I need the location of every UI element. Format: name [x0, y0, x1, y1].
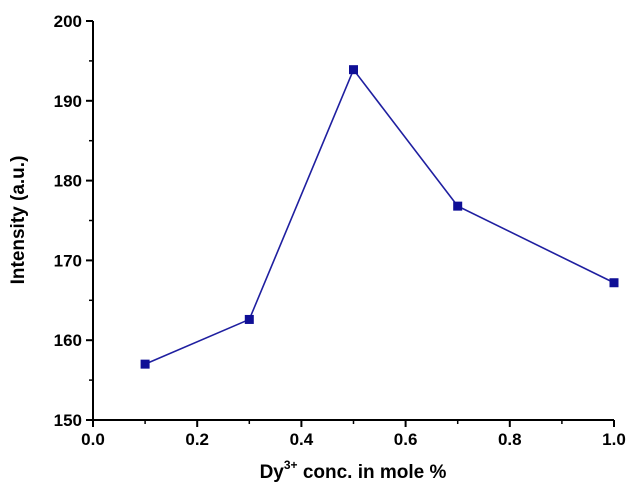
plot-area: 150 160 170 180 190 200 0.0 0.2 0.4 0.6 0.8 1.0	[54, 12, 626, 449]
data-point	[453, 201, 463, 211]
y-tick-label: 180	[54, 172, 82, 191]
data-point	[244, 314, 254, 324]
y-tick-label: 160	[54, 331, 82, 350]
data-point	[609, 278, 619, 288]
y-ticks: 150 160 170 180 190 200	[54, 12, 93, 430]
y-tick-label: 190	[54, 92, 82, 111]
x-tick-label: 0.8	[498, 430, 522, 449]
x-tick-label: 0.0	[81, 430, 105, 449]
x-ticks: 0.0 0.2 0.4 0.6 0.8 1.0	[81, 420, 626, 449]
x-tick-label: 0.6	[394, 430, 418, 449]
x-axis-title-base: Dy	[260, 462, 285, 483]
data-point	[140, 359, 150, 369]
x-axis-title-rest: conc. in mole %	[298, 462, 447, 483]
data-point	[349, 65, 358, 75]
series-line	[144, 68, 615, 365]
x-axis-title: Dy3+ conc. in mole %	[260, 458, 447, 483]
y-tick-label: 150	[54, 411, 82, 430]
x-tick-label: 1.0	[602, 430, 626, 449]
series-layer	[140, 65, 619, 369]
x-axis-title-superscript: 3+	[284, 458, 298, 472]
x-tick-label: 0.2	[185, 430, 209, 449]
y-tick-label: 170	[54, 251, 82, 270]
x-tick-label: 0.4	[290, 430, 314, 449]
y-axis-title: Intensity (a.u.)	[8, 156, 29, 285]
y-tick-label: 200	[54, 12, 82, 31]
